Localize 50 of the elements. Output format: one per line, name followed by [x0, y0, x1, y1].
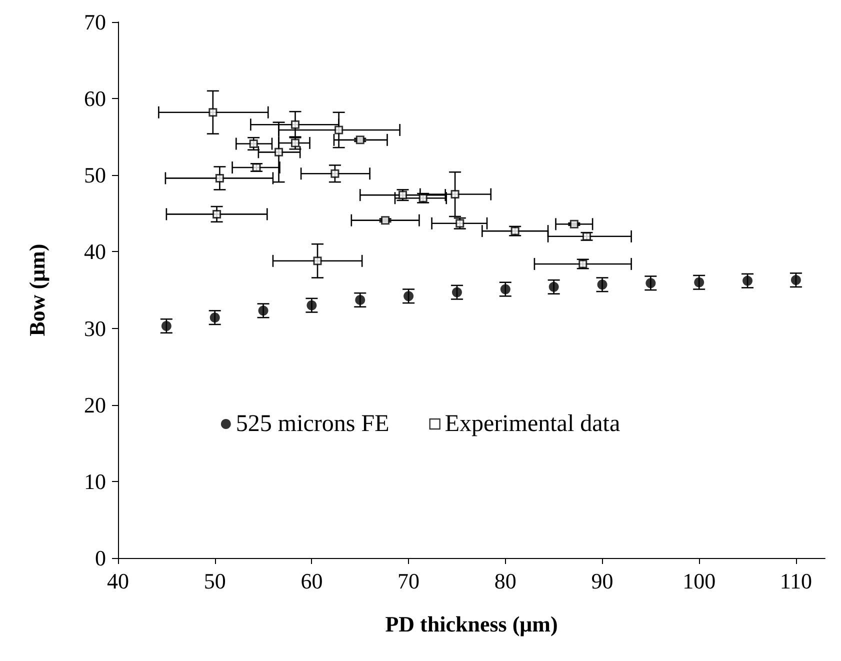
point — [570, 220, 578, 228]
point — [381, 216, 390, 225]
x-tick-label: 80 — [494, 568, 516, 594]
x-tick-label: 50 — [204, 568, 226, 594]
point — [742, 276, 753, 286]
x-tick-label: 90 — [591, 568, 614, 594]
point — [208, 108, 218, 117]
point — [452, 287, 462, 298]
x-axis-title: PD thickness (μm) — [385, 612, 558, 636]
point — [274, 148, 284, 156]
point — [510, 226, 520, 236]
point — [356, 136, 364, 144]
point — [330, 169, 340, 178]
point — [404, 291, 414, 302]
point — [694, 277, 704, 288]
y-tick-label: 40 — [84, 239, 106, 264]
point — [450, 190, 460, 199]
point — [306, 300, 317, 310]
point — [210, 312, 220, 323]
point — [646, 278, 656, 288]
point — [790, 275, 801, 286]
x-tick-label: 60 — [300, 568, 323, 594]
point — [597, 280, 608, 290]
point — [212, 210, 222, 218]
legend-label: 525 microns FE — [236, 411, 390, 437]
point — [578, 260, 588, 268]
point — [161, 320, 172, 331]
point — [548, 282, 559, 292]
point — [258, 306, 268, 316]
point — [252, 163, 261, 172]
x-tick-label: 40 — [107, 568, 129, 594]
point — [249, 140, 258, 148]
x-tick-label: 110 — [780, 568, 812, 594]
legend-label: Experimental data — [444, 411, 620, 437]
point — [334, 126, 344, 134]
x-tick-label: 100 — [682, 568, 716, 594]
point — [355, 294, 366, 305]
point — [290, 120, 300, 129]
point — [313, 256, 322, 266]
x-tick-label: 70 — [398, 568, 420, 594]
y-tick-label: 60 — [84, 86, 106, 112]
y-axis-title: Bow (μm) — [24, 244, 50, 336]
y-tick-label: 20 — [84, 392, 106, 418]
y-tick-label: 70 — [84, 10, 106, 34]
y-tick-label: 50 — [84, 162, 106, 188]
y-tick-label: 10 — [84, 468, 106, 494]
y-tick-label: 30 — [84, 316, 106, 341]
point — [215, 174, 224, 182]
point — [500, 284, 510, 294]
y-tick-label: 0 — [95, 546, 106, 570]
